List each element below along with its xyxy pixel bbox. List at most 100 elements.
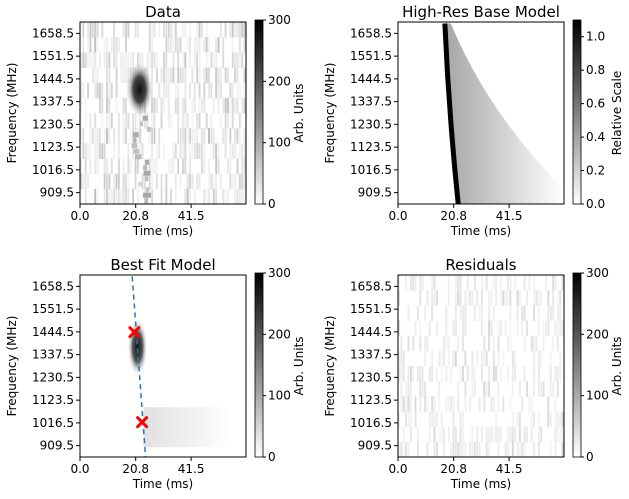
- y-tick-label: 1230.5: [350, 370, 392, 384]
- y-tick-label: 1658.5: [32, 26, 74, 40]
- x-tick-label: 20.8: [122, 209, 149, 223]
- panel-0: Data 0.0 20.8 41.5 1658.5 1551.5 1444.5 1337.5 1…: [5, 3, 306, 238]
- colorbar-tick-label: 300: [268, 13, 291, 27]
- y-tick-label: 1551.5: [350, 49, 392, 63]
- y-tick-label: 1123.5: [350, 393, 392, 407]
- colorbar-tick-label: 0.8: [586, 63, 605, 77]
- colorbar-tick-label: 100: [268, 136, 291, 150]
- plot-frame: [79, 21, 247, 205]
- x-tick-label: 20.8: [440, 462, 467, 476]
- y-tick-label: 1658.5: [350, 279, 392, 293]
- x-tick-label: 0.0: [70, 462, 89, 476]
- panel-3: Residuals 0.0 20.8 41.5 1658.5 1551.5 1444.5 13…: [323, 256, 624, 491]
- colorbar-tick-label: 0.2: [586, 164, 605, 178]
- y-tick-label: 1016.5: [350, 163, 392, 177]
- fit-dashed-line: [131, 276, 147, 457]
- x-axis-label: Time (ms): [132, 477, 194, 491]
- x-marker-0: [128, 326, 141, 339]
- colorbar-label: Arb. Units: [292, 83, 306, 142]
- y-tick-label: 1230.5: [350, 117, 392, 131]
- y-tick-label: 1016.5: [350, 416, 392, 430]
- colorbar-tick-label: 1.0: [586, 30, 605, 44]
- y-tick-label: 1337.5: [32, 95, 74, 109]
- y-tick-label: 1230.5: [32, 117, 74, 131]
- colorbar-tick-label: 0: [586, 450, 594, 464]
- colorbar-label: Arb. Units: [292, 336, 306, 395]
- colorbar-tick-label: 0.0: [586, 197, 605, 211]
- y-tick-label: 1337.5: [350, 348, 392, 362]
- panel-2: Best Fit Model 0.0 20.8 41.5 1658.5 1551.5 144…: [5, 256, 306, 491]
- x-tick-label: 20.8: [440, 209, 467, 223]
- y-tick-label: 1444.5: [32, 325, 74, 339]
- x-tick-label: 0.0: [388, 462, 407, 476]
- colorbar: [572, 19, 582, 205]
- colorbar-tick-label: 200: [268, 74, 291, 88]
- heatmap-image: [442, 23, 564, 204]
- heatmap-image: [398, 275, 564, 457]
- x-tick-label: 41.5: [178, 462, 205, 476]
- y-tick-label: 1658.5: [350, 26, 392, 40]
- y-tick-label: 909.5: [358, 439, 392, 453]
- y-tick-label: 1444.5: [32, 72, 74, 86]
- y-tick-label: 909.5: [40, 439, 74, 453]
- x-axis-label: Time (ms): [450, 224, 512, 238]
- x-tick-label: 20.8: [122, 462, 149, 476]
- y-tick-label: 1551.5: [32, 302, 74, 316]
- x-tick-label: 41.5: [178, 209, 205, 223]
- y-tick-label: 909.5: [358, 186, 392, 200]
- panel-title: Data: [145, 3, 181, 21]
- colorbar-tick-label: 300: [268, 266, 291, 280]
- y-tick-label: 1444.5: [350, 325, 392, 339]
- heatmap-image: [127, 276, 234, 457]
- y-axis-label: Frequency (MHz): [323, 316, 337, 417]
- colorbar-tick-label: 0: [268, 197, 276, 211]
- y-tick-label: 1551.5: [32, 49, 74, 63]
- y-tick-label: 1337.5: [32, 348, 74, 362]
- plot-frame: [397, 21, 565, 205]
- colorbar-tick-label: 100: [586, 389, 609, 403]
- colorbar-label: Relative Scale: [610, 71, 624, 156]
- colorbar-tick-label: 300: [586, 266, 609, 280]
- x-tick-label: 0.0: [388, 209, 407, 223]
- colorbar: [254, 272, 264, 458]
- y-tick-label: 1444.5: [350, 72, 392, 86]
- colorbar-tick-label: 0.4: [586, 130, 605, 144]
- colorbar-tick-label: 200: [268, 327, 291, 341]
- plot-frame: [397, 274, 565, 458]
- panel-title: High-Res Base Model: [402, 3, 560, 21]
- panel-title: Residuals: [445, 256, 516, 274]
- y-tick-label: 1337.5: [350, 95, 392, 109]
- panel-title: Best Fit Model: [110, 256, 215, 274]
- y-axis-label: Frequency (MHz): [5, 63, 19, 164]
- y-tick-label: 1123.5: [350, 140, 392, 154]
- y-tick-label: 909.5: [40, 186, 74, 200]
- panel-1: High-Res Base Model 0.0 20.8 41.5 1658.5 1551…: [323, 3, 624, 238]
- plot-frame: [79, 274, 247, 458]
- colorbar-tick-label: 100: [268, 389, 291, 403]
- x-axis-label: Time (ms): [450, 477, 512, 491]
- colorbar-tick-label: 0: [268, 450, 276, 464]
- y-axis-label: Frequency (MHz): [5, 316, 19, 417]
- scattering-tail: [444, 23, 564, 204]
- colorbar: [254, 19, 264, 205]
- x-tick-label: 41.5: [496, 209, 523, 223]
- x-tick-label: 0.0: [70, 209, 89, 223]
- y-tick-label: 1551.5: [350, 302, 392, 316]
- colorbar: [572, 272, 582, 458]
- x-axis-label: Time (ms): [132, 224, 194, 238]
- y-tick-label: 1123.5: [32, 393, 74, 407]
- sweep-line: [442, 23, 461, 204]
- y-tick-label: 1230.5: [32, 370, 74, 384]
- x-tick-label: 41.5: [496, 462, 523, 476]
- y-tick-label: 1016.5: [32, 416, 74, 430]
- x-marker-1: [136, 416, 149, 429]
- y-tick-label: 1016.5: [32, 163, 74, 177]
- y-axis-label: Frequency (MHz): [323, 63, 337, 164]
- heatmap-image: [80, 22, 246, 204]
- y-tick-label: 1123.5: [32, 140, 74, 154]
- y-tick-label: 1658.5: [32, 279, 74, 293]
- colorbar-label: Arb. Units: [610, 336, 624, 395]
- colorbar-tick-label: 0.6: [586, 97, 605, 111]
- colorbar-tick-label: 200: [586, 327, 609, 341]
